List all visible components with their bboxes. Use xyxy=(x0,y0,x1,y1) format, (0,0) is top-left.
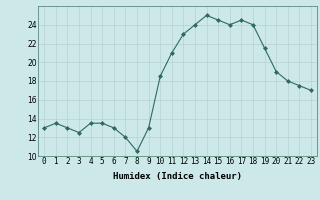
X-axis label: Humidex (Indice chaleur): Humidex (Indice chaleur) xyxy=(113,172,242,181)
